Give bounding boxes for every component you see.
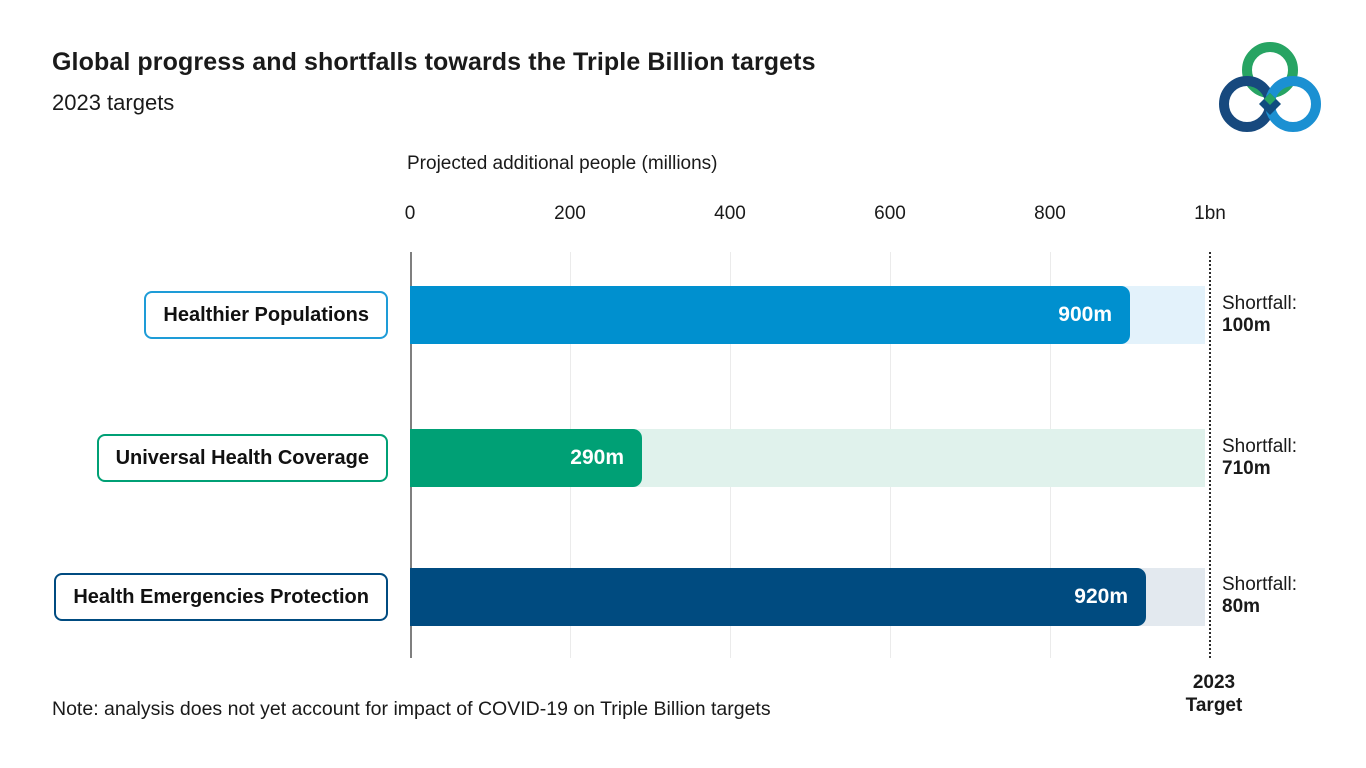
shortfall-value: 100m: [1222, 315, 1271, 336]
bar-health-emergencies-protection: 920m: [410, 568, 1146, 626]
target-line-label: 2023 Target: [1150, 671, 1278, 717]
x-tick-0: 0: [404, 203, 416, 224]
shortfall-title: Shortfall:: [1222, 436, 1297, 457]
x-tick-400: 400: [714, 203, 746, 224]
bar-value-label: 290m: [570, 446, 624, 469]
target-label-word: Target: [1185, 695, 1243, 716]
shortfall-title: Shortfall:: [1222, 293, 1297, 314]
footnote: Note: analysis does not yet account for …: [52, 698, 771, 720]
bar-value-label: 920m: [1074, 585, 1128, 608]
bar-row-universal-health-coverage: 290m: [410, 429, 1210, 487]
category-label-healthier-populations: Healthier Populations: [144, 291, 388, 339]
x-tick-800: 800: [1034, 203, 1066, 224]
bar-row-healthier-populations: 900m: [410, 286, 1210, 344]
page-title: Global progress and shortfalls towards t…: [52, 48, 816, 76]
triple-billion-logo-icon: [1219, 42, 1321, 132]
x-tick-200: 200: [554, 203, 586, 224]
bar-universal-health-coverage: 290m: [410, 429, 642, 487]
plot-area: 900m 290m 920m: [410, 252, 1211, 658]
page-subtitle: 2023 targets: [52, 90, 175, 115]
shortfall-annotation: Shortfall: 710m: [1222, 436, 1297, 480]
shortfall-title: Shortfall:: [1222, 574, 1297, 595]
target-line-2023: [1209, 252, 1211, 658]
bar-healthier-populations: 900m: [410, 286, 1130, 344]
target-label-year: 2023: [1192, 672, 1236, 693]
shortfall-value: 710m: [1222, 458, 1271, 479]
x-tick-600: 600: [874, 203, 906, 224]
bar-value-label: 900m: [1058, 303, 1112, 326]
shortfall-annotation: Shortfall: 100m: [1222, 293, 1297, 337]
category-label-health-emergencies-protection: Health Emergencies Protection: [54, 573, 388, 621]
shortfall-annotation: Shortfall: 80m: [1222, 574, 1297, 618]
shortfall-value: 80m: [1222, 596, 1261, 617]
x-axis-title: Projected additional people (millions): [407, 153, 718, 174]
x-tick-1bn: 1bn: [1194, 203, 1226, 224]
category-label-universal-health-coverage: Universal Health Coverage: [96, 434, 388, 482]
bar-row-health-emergencies-protection: 920m: [410, 568, 1210, 626]
